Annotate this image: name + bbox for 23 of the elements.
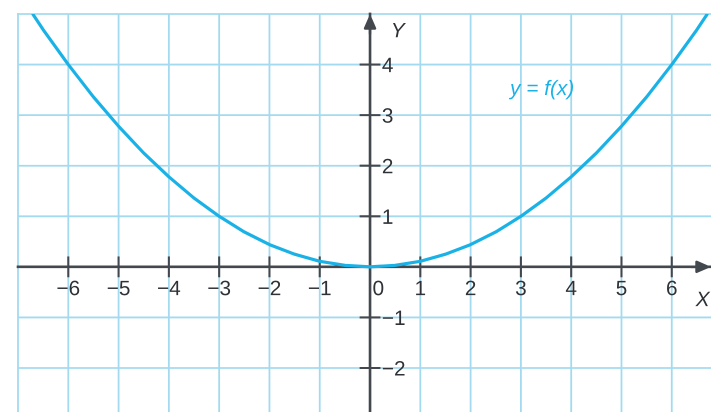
y-tick-label: 1 (383, 210, 392, 224)
text: y = f(x) (508, 80, 574, 100)
x-tick-label: 6 (667, 280, 677, 296)
x-tick-label: −6 (57, 280, 80, 296)
x-tick-label: −2 (258, 280, 280, 296)
x-tick-label: −1 (308, 280, 331, 296)
x-tick-label: 3 (516, 280, 526, 296)
y-tick-label: 3 (382, 108, 393, 123)
x-axis-title: X (695, 292, 710, 306)
y-tick-label: 4 (382, 58, 393, 72)
y-tick-label: −2 (382, 361, 405, 376)
y-tick-label: 2 (382, 158, 392, 174)
x-tick-label: 5 (616, 280, 626, 296)
x-tick-label: −3 (208, 280, 230, 296)
x-tick-label: 4 (566, 280, 576, 296)
y-tick-label: −1 (382, 310, 405, 325)
x-tick-label: 2 (466, 280, 476, 296)
x-tick-label: 0 (373, 280, 384, 296)
x-tick-label: −4 (158, 280, 180, 296)
x-tick-label: 1 (416, 280, 426, 296)
line-series (31, 14, 709, 268)
y-axis-title: Y (392, 22, 406, 38)
x-tick-label: −5 (108, 280, 130, 296)
